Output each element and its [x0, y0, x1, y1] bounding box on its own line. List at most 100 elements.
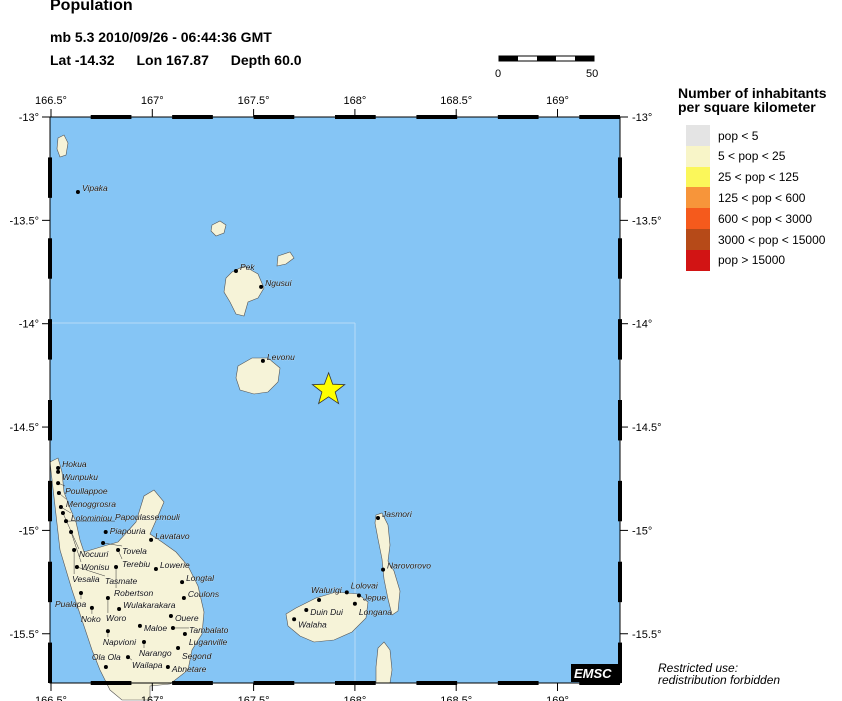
legend-item: 3000 < pop < 15000 [686, 229, 825, 250]
town-dot [105, 629, 110, 634]
town-label: Narango [139, 648, 172, 658]
town-marker: Wonisu [69, 530, 110, 572]
town-marker: Coulons [181, 589, 220, 600]
lat-tick-label: -13.5° [10, 215, 39, 227]
town-label: Tovela [122, 546, 147, 556]
lon-tick-label: 166.5° [35, 95, 67, 107]
lat-tick-label: -14° [19, 319, 39, 331]
town-marker: Narovorovo [381, 561, 431, 572]
lon-tick-label: 169° [546, 695, 569, 701]
legend-swatch [686, 249, 710, 271]
town-marker: Terebiu [116, 548, 151, 569]
town-label: Pualapa [55, 599, 86, 609]
town-marker: Levonu [260, 352, 295, 363]
frame-tick [253, 681, 295, 685]
lon-tick-label: 167° [141, 95, 164, 107]
town-label: Ouere [175, 613, 199, 623]
town-marker: Luganville [182, 631, 228, 647]
legend-swatch [686, 187, 710, 209]
town-label: Vesalia [72, 574, 100, 584]
legend-item: 25 < pop < 125 [686, 166, 799, 188]
town-dot [176, 646, 181, 651]
town-label: Narovorovo [387, 561, 431, 571]
island-maewo [374, 512, 401, 616]
legend-swatch [686, 166, 710, 188]
town-label: Poullappoe [65, 486, 108, 496]
town-dot [69, 530, 74, 535]
town-dot [72, 548, 77, 553]
town-label: Pek [240, 262, 255, 272]
town-dot [125, 655, 130, 660]
town-label: Lolominiou [71, 513, 112, 523]
frame-tick [416, 115, 458, 119]
town-dot [56, 469, 61, 474]
frame-tick [48, 238, 52, 279]
town-leader-line [76, 566, 106, 577]
town-label: Napvioni [103, 637, 137, 647]
legend-label: 5 < pop < 25 [718, 149, 786, 164]
town-label: Menoggrosra [66, 499, 116, 509]
town-label: Longana [359, 607, 392, 617]
town-label: Ngusui [265, 278, 293, 288]
town-marker: Vesalia [72, 548, 100, 584]
frame-tick [579, 115, 620, 119]
town-dot [75, 190, 80, 195]
lon-tick-label: 168° [344, 95, 367, 107]
legend-label: 3000 < pop < 15000 [718, 232, 826, 247]
town-marker: Pek [233, 262, 256, 273]
town-marker: Lowerie [153, 560, 190, 572]
frame-tick [253, 115, 295, 119]
town-dot [58, 505, 63, 510]
town-marker: Lavatavo [149, 531, 190, 542]
town-dot [356, 593, 361, 598]
lon-tick-label: 167.5° [238, 695, 270, 701]
island-pentecost [375, 641, 393, 684]
town-marker: Jepue [356, 592, 387, 603]
legend-label: 25 < pop < 125 [718, 170, 799, 185]
town-marker: Maloe [137, 623, 168, 633]
town-dot [103, 665, 108, 670]
lat-tick-label: -15.5° [10, 629, 39, 641]
frame-tick [172, 115, 213, 119]
town-label: Duin Dui [310, 607, 344, 617]
town-label: Terebiu [122, 559, 150, 569]
usage-notice: Restricted use: redistribution forbidden [658, 662, 780, 686]
town-marker: Tasmate [74, 564, 138, 586]
frame-tick [497, 681, 539, 685]
town-marker: Walaha [292, 617, 327, 629]
town-marker: Robertson [114, 564, 154, 598]
usage-notice-line2: redistribution forbidden [658, 673, 781, 687]
town-marker: Wunpuku [56, 469, 98, 482]
lat-tick-label: -14.5° [10, 422, 39, 434]
frame-tick [618, 157, 622, 198]
town-label: Ola Ola [92, 652, 121, 662]
town-dot [304, 607, 309, 612]
town-dot [137, 623, 142, 628]
frame-tick [618, 561, 622, 603]
town-label: Abnetare [171, 664, 207, 674]
town-dot [259, 284, 264, 289]
lon-tick-label: 167° [141, 695, 164, 701]
town-label: Papoulassemouli [115, 512, 181, 522]
town-label: Wonisu [81, 562, 110, 572]
town-marker: Walurigi [311, 585, 343, 603]
frame-tick [48, 319, 52, 360]
event-info: mb 5.3 2010/09/26 - 06:44:36 GMT [50, 29, 272, 45]
lat-tick-label: -15° [632, 525, 652, 537]
town-label: Coulons [188, 589, 220, 599]
axis-labels: 166.5° 166.5° 167° 167° 167.5° 167.5° 168° 168°… [10, 95, 662, 701]
frame-tick [618, 400, 622, 441]
town-label: Lolovai [351, 580, 379, 590]
town-marker: Duin Dui [304, 607, 344, 617]
town-dot [181, 595, 186, 600]
frame-tick [90, 681, 132, 685]
town-dot [103, 530, 108, 535]
town-label: Levonu [267, 352, 295, 362]
town-marker: Tambalato [170, 625, 229, 635]
town-dot [182, 631, 187, 636]
frame-tick [172, 681, 213, 685]
island-gaua [223, 265, 265, 317]
town-dot [105, 595, 110, 600]
lon-tick-label: 168.5° [440, 695, 472, 701]
town-dot [170, 625, 175, 630]
